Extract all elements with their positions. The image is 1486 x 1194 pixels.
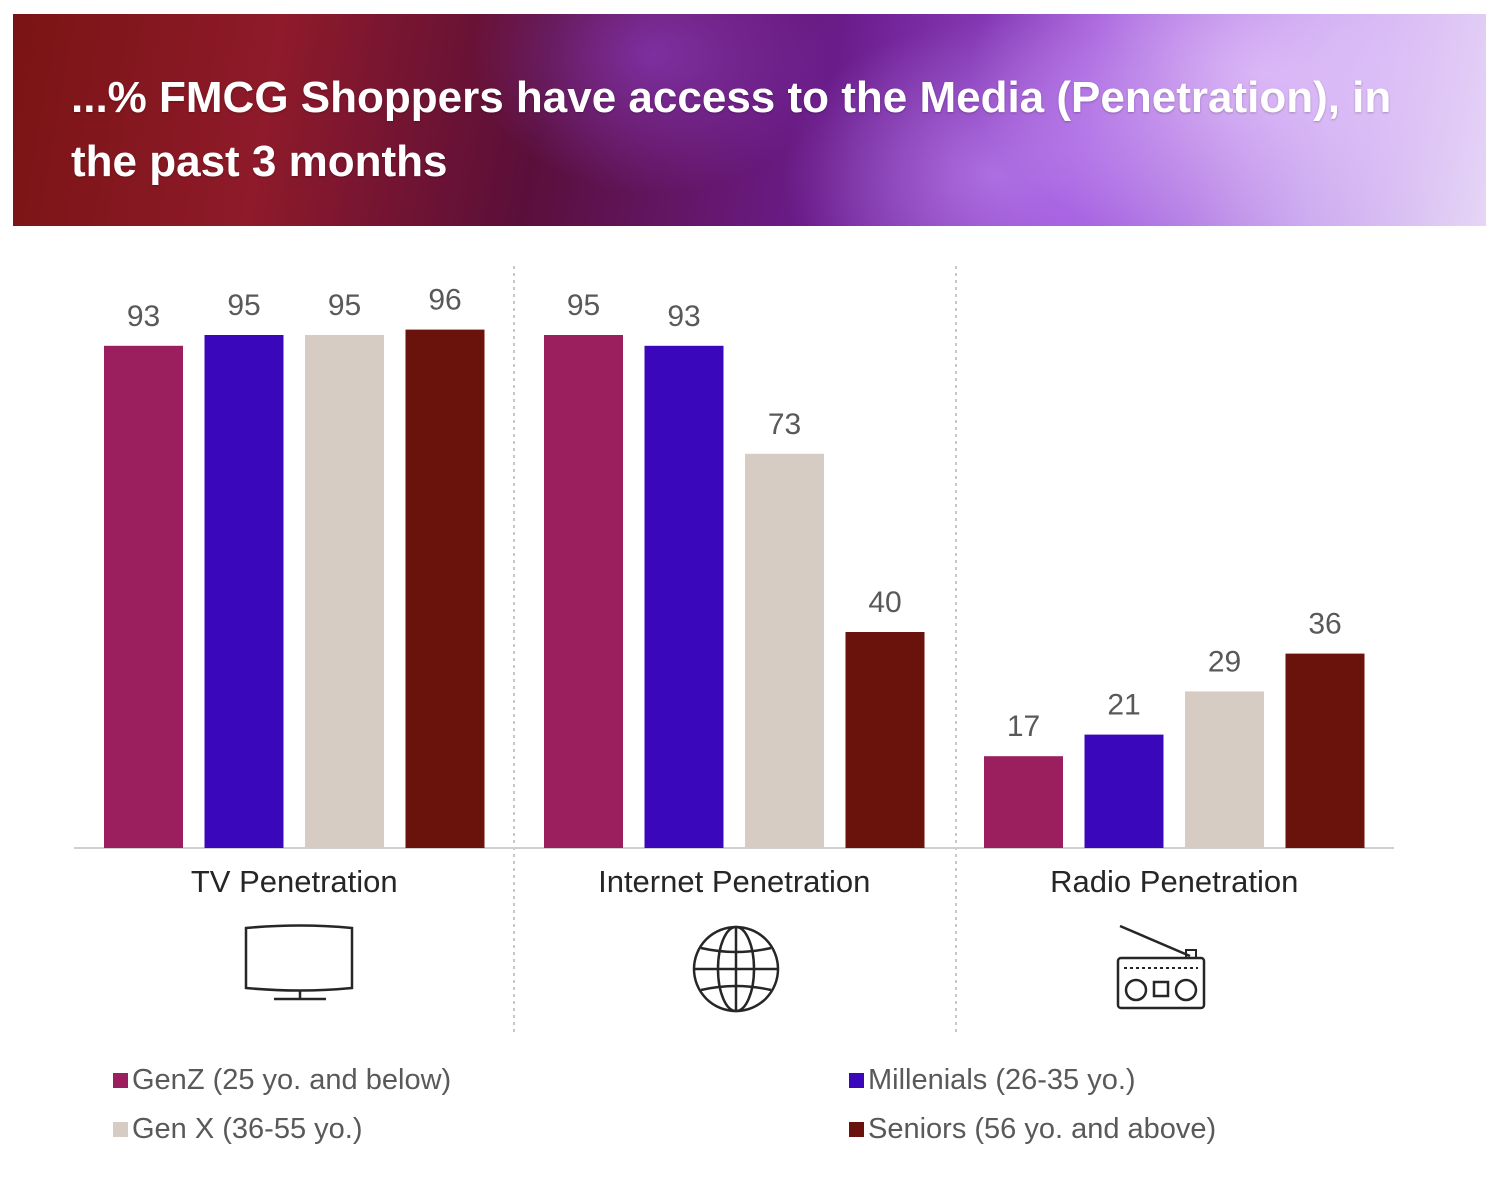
- legend-swatch: [113, 1121, 128, 1137]
- legend-label: Seniors (56 yo. and above): [868, 1112, 1217, 1145]
- bar-radio-millenials: [1084, 734, 1164, 848]
- legend-label: Millenials (26-35 yo.): [868, 1063, 1136, 1096]
- page-title: ...% FMCG Shoppers have access to the Me…: [71, 73, 1392, 186]
- data-label-tv-millenials: 95: [227, 289, 260, 322]
- category-label-tv: TV Penetration: [191, 864, 398, 899]
- data-label-radio-millenials: 21: [1107, 689, 1140, 722]
- bar-radio-seniors: [1285, 653, 1365, 848]
- legend-label: Gen X (36-55 yo.): [132, 1112, 363, 1145]
- data-label-radio-seniors: 36: [1308, 608, 1341, 641]
- category-label-internet: Internet Penetration: [598, 864, 870, 899]
- legend-item-millenials: Millenials (26-35 yo.): [849, 1060, 1136, 1100]
- data-label-tv-genx: 95: [328, 289, 361, 322]
- bar-internet-genz: [544, 335, 623, 848]
- bars-layer: 93 95 95 96 TV Penetration 95 93 73 40 Internet P…: [104, 284, 1365, 899]
- header-banner: ...% FMCG Shoppers have access to the Me…: [13, 14, 1486, 226]
- data-label-radio-genz: 17: [1007, 710, 1040, 743]
- bar-internet-seniors: [845, 632, 925, 848]
- legend-swatch: [849, 1072, 864, 1088]
- tv-icon: [244, 924, 354, 1001]
- data-label-tv-seniors: 96: [428, 284, 461, 317]
- category-label-radio: Radio Penetration: [1050, 864, 1298, 899]
- legend-swatch: [113, 1072, 128, 1088]
- legend-item-genx: Gen X (36-55 yo.): [113, 1109, 363, 1149]
- bar-radio-genz: [984, 756, 1063, 848]
- legend-label: GenZ (25 yo. and below): [132, 1063, 452, 1096]
- data-label-radio-genx: 29: [1208, 645, 1241, 678]
- bar-internet-genx: [745, 453, 824, 848]
- bar-radio-genx: [1185, 691, 1264, 848]
- legend-item-genz: GenZ (25 yo. and below): [113, 1060, 451, 1100]
- legend-swatch: [849, 1121, 864, 1137]
- bar-internet-millenials: [644, 345, 724, 848]
- data-label-internet-genx: 73: [768, 408, 801, 441]
- data-label-tv-genz: 93: [127, 300, 160, 333]
- bar-tv-seniors: [405, 329, 485, 849]
- radio-icon: [1116, 924, 1206, 1010]
- bar-tv-genx: [305, 335, 384, 848]
- bar-tv-millenials: [204, 335, 284, 848]
- legend-item-seniors: Seniors (56 yo. and above): [849, 1109, 1216, 1149]
- data-label-internet-seniors: 40: [868, 586, 901, 619]
- data-label-internet-genz: 95: [567, 289, 600, 322]
- data-label-internet-millenials: 93: [667, 300, 700, 333]
- globe-icon: [692, 925, 780, 1013]
- bar-tv-genz: [104, 345, 183, 848]
